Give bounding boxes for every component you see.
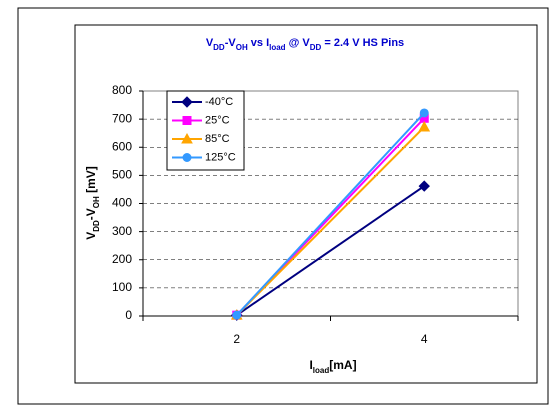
x-tick-label: 2 [233, 332, 240, 346]
series-line [236, 126, 425, 316]
chart-title-part: load [269, 43, 286, 52]
chart-title-part: = 2.4 V HS Pins [321, 37, 404, 49]
chart-title-part: DD [310, 43, 322, 52]
y-tick-label: 500 [112, 168, 132, 182]
y-tick-label: 600 [112, 139, 132, 153]
chart-title-part: DD [213, 43, 225, 52]
point [182, 153, 192, 162]
y-tick-label: 700 [112, 111, 132, 125]
point [181, 96, 193, 108]
x-axis-title-part: [mA] [329, 358, 356, 372]
legend-label: -40°C [205, 96, 233, 108]
y-tick-label: 400 [112, 196, 132, 210]
legend-label: 125°C [205, 151, 236, 163]
chart-title-part: vs I [248, 37, 269, 49]
x-tick-label: 4 [421, 332, 428, 346]
legend-label: 25°C [205, 114, 230, 126]
point [181, 132, 193, 144]
y-axis-title-part: DD [92, 220, 101, 232]
x-axis-title-part: load [313, 366, 330, 375]
y-tick-label: 300 [112, 224, 132, 238]
x-axis-title: Iload[mA] [309, 358, 356, 374]
page-frame [17, 7, 549, 405]
legend-label: 85°C [205, 133, 230, 145]
y-axis-title-part: [mV] [84, 166, 98, 196]
y-tick-label: 0 [125, 308, 132, 322]
point [418, 180, 430, 192]
y-tick-label: 100 [112, 280, 132, 294]
y-axis-title-part: OH [92, 196, 101, 208]
y-axis-title-part: V [84, 232, 98, 240]
chart-title-part: V [206, 37, 214, 49]
y-tick-label: 200 [112, 252, 132, 266]
point [418, 120, 431, 132]
series-line [236, 112, 425, 316]
chart-title-part: @ V [286, 37, 311, 49]
y-axis-title-part: -V [84, 208, 98, 220]
point [232, 310, 242, 320]
x-axis-title-part: I [309, 358, 312, 372]
chart-title: VDD-VOH vs Iload @ VDD = 2.4 V HS Pins [206, 37, 404, 52]
chart-title-part: OH [236, 43, 248, 52]
point [182, 116, 192, 125]
y-axis-title: VDD-VOH [mV] [84, 166, 100, 240]
series-line [236, 185, 425, 316]
chart-title-part: -V [225, 37, 237, 49]
point [419, 108, 429, 118]
y-tick-label: 800 [112, 83, 132, 97]
